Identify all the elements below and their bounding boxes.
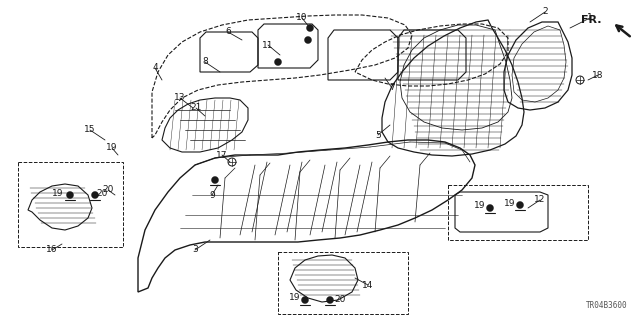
- Circle shape: [307, 25, 314, 32]
- Text: 14: 14: [362, 280, 374, 290]
- Circle shape: [67, 191, 74, 198]
- Text: 4: 4: [152, 63, 158, 72]
- Text: 8: 8: [202, 57, 208, 66]
- Text: 12: 12: [534, 196, 546, 204]
- Circle shape: [326, 296, 333, 303]
- Text: 15: 15: [84, 125, 96, 135]
- Text: 19: 19: [504, 198, 516, 207]
- Text: 16: 16: [46, 246, 58, 255]
- Text: 18: 18: [592, 70, 604, 79]
- Circle shape: [211, 176, 218, 183]
- Text: 20: 20: [102, 186, 114, 195]
- Text: 17: 17: [216, 151, 228, 160]
- Text: 7: 7: [389, 84, 395, 93]
- Bar: [278, 252, 408, 314]
- Text: 10: 10: [296, 13, 308, 23]
- Text: 13: 13: [174, 93, 186, 102]
- Text: 6: 6: [225, 27, 231, 36]
- Circle shape: [92, 191, 99, 198]
- Circle shape: [486, 204, 493, 211]
- Text: 21: 21: [190, 103, 202, 113]
- Circle shape: [301, 296, 308, 303]
- Text: 19: 19: [474, 202, 486, 211]
- Circle shape: [275, 58, 282, 65]
- Text: 20: 20: [96, 189, 108, 197]
- Bar: [448, 185, 588, 240]
- Text: 19: 19: [106, 144, 118, 152]
- Bar: [18, 162, 123, 247]
- Text: 9: 9: [209, 190, 215, 199]
- Text: 19: 19: [289, 293, 301, 302]
- Circle shape: [516, 202, 524, 209]
- Text: 3: 3: [192, 246, 198, 255]
- Text: 1: 1: [587, 13, 593, 23]
- Text: 19: 19: [52, 189, 64, 197]
- Text: TR04B3600: TR04B3600: [586, 301, 628, 310]
- Text: 20: 20: [334, 295, 346, 305]
- Text: 11: 11: [262, 41, 274, 49]
- Circle shape: [305, 36, 312, 43]
- Text: 2: 2: [542, 8, 548, 17]
- Text: FR.: FR.: [582, 15, 602, 25]
- Text: 5: 5: [375, 130, 381, 139]
